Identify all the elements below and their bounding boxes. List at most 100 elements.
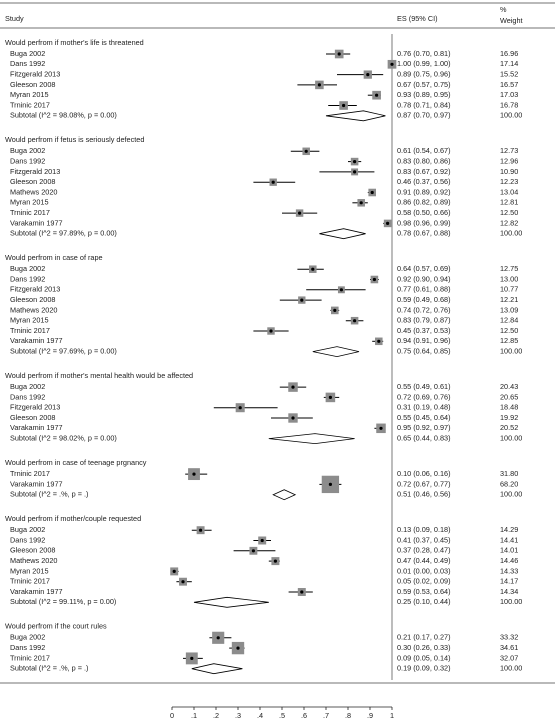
weight-label: 10.77 xyxy=(500,285,518,294)
weight-label: 33.32 xyxy=(500,633,518,642)
ci-label: 0.45 (0.37, 0.53) xyxy=(397,326,451,335)
weight-label: 18.48 xyxy=(500,403,518,412)
study-name: Varakamin 1977 xyxy=(10,479,63,488)
study-name: Myran 2015 xyxy=(10,198,49,207)
subtotal-diamond xyxy=(193,596,269,608)
weight-label: 17.14 xyxy=(500,59,518,68)
point-estimate xyxy=(317,83,321,87)
group-title: Would perfrom if the court rules xyxy=(5,622,107,631)
column-header: % xyxy=(500,5,507,14)
point-estimate xyxy=(300,298,304,302)
weight-label: 14.01 xyxy=(500,546,518,555)
study-name: Buga 2002 xyxy=(10,264,45,273)
ci-label: 0.83 (0.80, 0.86) xyxy=(397,157,451,166)
ci-label: 0.47 (0.44, 0.49) xyxy=(397,556,451,565)
point-estimate xyxy=(333,308,337,312)
study-name: Trninic 2017 xyxy=(10,326,50,335)
group-title: Would perfrom if fetus is seriously defe… xyxy=(5,135,144,144)
ci-label: 0.31 (0.19, 0.48) xyxy=(397,403,451,412)
study-name: Mathews 2020 xyxy=(10,305,57,314)
point-estimate xyxy=(390,62,394,66)
subtotal-label: Subtotal (I^2 = 99.11%, p = 0.00) xyxy=(10,597,116,606)
point-estimate xyxy=(271,180,275,184)
weight-label: 31.80 xyxy=(500,469,518,478)
weight-label: 14.41 xyxy=(500,535,518,544)
ci-label: 0.58 (0.50, 0.66) xyxy=(397,208,451,217)
x-tick-label: .3 xyxy=(235,711,241,720)
point-estimate xyxy=(353,319,357,323)
point-estimate xyxy=(372,277,376,282)
point-estimate xyxy=(311,267,315,271)
study-name: Dans 1992 xyxy=(10,157,45,166)
weight-label: 19.92 xyxy=(500,413,518,422)
ci-label: 0.59 (0.49, 0.68) xyxy=(397,295,451,304)
point-estimate xyxy=(172,569,176,574)
point-estimate xyxy=(251,549,255,553)
x-tick-label: .6 xyxy=(301,711,307,720)
x-tick-label: 1 xyxy=(390,711,394,720)
weight-label: 14.34 xyxy=(500,587,518,596)
point-estimate xyxy=(216,636,220,640)
weight-label: 12.73 xyxy=(500,146,518,155)
weight-label: 34.61 xyxy=(500,643,518,652)
column-header: Weight xyxy=(500,16,523,25)
study-name: Myran 2015 xyxy=(10,566,49,575)
weight-label: 12.21 xyxy=(500,295,518,304)
ci-label: 0.78 (0.71, 0.84) xyxy=(397,100,451,109)
subtotal-label: Subtotal (I^2 = 98.08%, p = 0.00) xyxy=(10,111,117,120)
subtotal-label: Subtotal (I^2 = .%, p = .) xyxy=(10,490,88,499)
weight-label: 17.03 xyxy=(500,90,518,99)
point-estimate xyxy=(273,559,277,563)
study-name: Dans 1992 xyxy=(10,643,45,652)
weight-label: 16.78 xyxy=(500,100,518,109)
study-name: Fitzgerald 2013 xyxy=(10,70,60,79)
weight-label: 14.29 xyxy=(500,525,518,534)
study-name: Varakamin 1977 xyxy=(10,587,63,596)
study-name: Trninic 2017 xyxy=(10,577,50,586)
study-name: Gleeson 2008 xyxy=(10,177,55,186)
study-name: Mathews 2020 xyxy=(10,187,57,196)
group-title: Would perfrom if mother/couple requested xyxy=(5,514,141,523)
weight-label: 14.46 xyxy=(500,556,518,565)
subtotal-diamond xyxy=(312,346,360,358)
weight-label: 100.00 xyxy=(500,111,522,120)
weight-label: 12.96 xyxy=(500,157,518,166)
study-name: Varakamin 1977 xyxy=(10,423,63,432)
ci-label: 0.93 (0.89, 0.95) xyxy=(397,90,451,99)
ci-label: 0.78 (0.67, 0.88) xyxy=(397,229,451,238)
weight-label: 20.52 xyxy=(500,423,518,432)
weight-label: 12.82 xyxy=(500,218,518,227)
group-title: Would perfrom in case of rape xyxy=(5,253,103,262)
study-name: Varakamin 1977 xyxy=(10,336,63,345)
ci-label: 0.10 (0.06, 0.16) xyxy=(397,469,451,478)
ci-label: 0.67 (0.57, 0.75) xyxy=(397,80,451,89)
group-title: Would perfrom if mother's life is threat… xyxy=(5,38,144,47)
weight-label: 100.00 xyxy=(500,490,522,499)
point-estimate xyxy=(192,472,196,476)
point-estimate xyxy=(291,416,295,420)
ci-label: 0.65 (0.44, 0.83) xyxy=(397,434,451,443)
subtotal-label: Subtotal (I^2 = 97.69%, p = 0.00) xyxy=(10,347,117,356)
subtotal-label: Subtotal (I^2 = 97.89%, p = 0.00) xyxy=(10,229,117,238)
weight-label: 12.75 xyxy=(500,264,518,273)
weight-label: 100.00 xyxy=(500,229,522,238)
weight-label: 12.23 xyxy=(500,177,518,186)
point-estimate xyxy=(353,160,357,164)
point-estimate xyxy=(260,538,264,543)
ci-label: 0.09 (0.05, 0.14) xyxy=(397,653,451,662)
weight-label: 12.84 xyxy=(500,316,518,325)
ci-label: 0.37 (0.28, 0.47) xyxy=(397,546,451,555)
subtotal-diamond xyxy=(325,110,386,122)
point-estimate xyxy=(353,170,357,174)
point-estimate xyxy=(300,590,304,594)
study-name: Buga 2002 xyxy=(10,382,45,391)
point-estimate xyxy=(386,221,390,225)
weight-label: 16.57 xyxy=(500,80,518,89)
point-estimate xyxy=(181,580,185,584)
ci-label: 0.98 (0.96, 0.99) xyxy=(397,218,451,227)
ci-label: 0.83 (0.67, 0.92) xyxy=(397,167,451,176)
point-estimate xyxy=(291,385,295,389)
point-estimate xyxy=(298,211,302,215)
weight-label: 16.96 xyxy=(500,49,518,58)
ci-label: 0.72 (0.69, 0.76) xyxy=(397,392,451,401)
